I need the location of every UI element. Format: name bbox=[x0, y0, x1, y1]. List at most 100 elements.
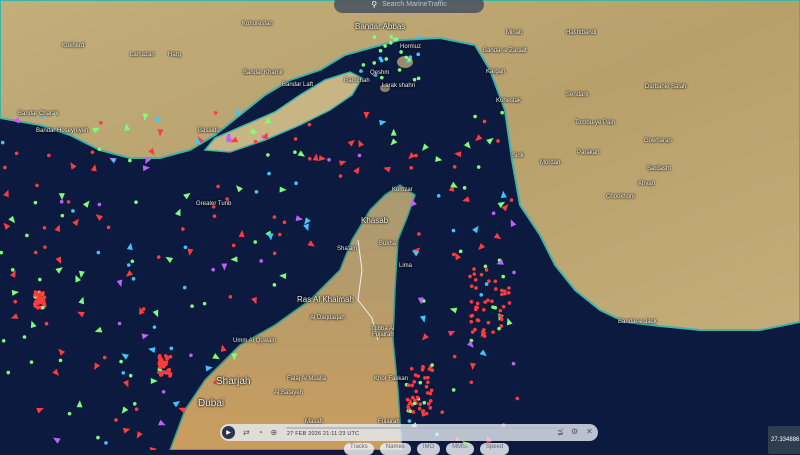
vessel-marker[interactable] bbox=[473, 327, 477, 332]
vessel-marker[interactable] bbox=[327, 157, 331, 162]
vessel-marker[interactable] bbox=[25, 233, 29, 238]
vessel-marker[interactable] bbox=[486, 320, 491, 325]
vessel-marker[interactable] bbox=[449, 307, 458, 314]
vessel-marker[interactable] bbox=[134, 407, 139, 412]
vessel-marker[interactable] bbox=[472, 267, 476, 271]
vessel-marker[interactable] bbox=[183, 245, 188, 250]
vessel-marker[interactable] bbox=[397, 68, 402, 72]
vessel-marker[interactable] bbox=[491, 305, 495, 309]
vessel-marker[interactable] bbox=[47, 153, 51, 158]
vessel-marker[interactable] bbox=[468, 274, 472, 279]
vessel-marker[interactable] bbox=[490, 299, 494, 304]
vessel-marker[interactable] bbox=[36, 296, 40, 301]
vessel-marker[interactable] bbox=[501, 274, 506, 279]
locate-icon[interactable]: ⊕ bbox=[270, 428, 278, 437]
vessel-marker[interactable] bbox=[479, 349, 487, 357]
vessel-marker[interactable] bbox=[428, 391, 433, 396]
vessel-marker[interactable] bbox=[157, 353, 162, 358]
vessel-marker[interactable] bbox=[254, 190, 259, 194]
vessel-marker[interactable] bbox=[117, 321, 122, 326]
vessel-marker[interactable] bbox=[312, 153, 319, 161]
vessel-marker[interactable] bbox=[484, 282, 489, 286]
vessel-marker[interactable] bbox=[172, 400, 181, 408]
vessel-marker[interactable] bbox=[78, 270, 85, 279]
vessel-marker[interactable] bbox=[33, 250, 38, 255]
vessel-marker[interactable] bbox=[503, 291, 507, 296]
vessel-marker[interactable] bbox=[66, 200, 71, 204]
vessel-marker[interactable] bbox=[423, 376, 427, 380]
vessel-marker[interactable] bbox=[41, 291, 45, 295]
vessel-marker[interactable] bbox=[124, 123, 131, 131]
vessel-marker[interactable] bbox=[153, 115, 161, 123]
vessel-marker[interactable] bbox=[363, 111, 370, 119]
vessel-marker[interactable] bbox=[378, 48, 383, 53]
vessel-marker[interactable] bbox=[141, 307, 146, 311]
vessel-marker[interactable] bbox=[158, 373, 163, 377]
vessel-marker[interactable] bbox=[372, 61, 377, 65]
vessel-marker[interactable] bbox=[424, 384, 429, 389]
vessel-marker[interactable] bbox=[181, 227, 185, 231]
vessel-marker[interactable] bbox=[53, 437, 61, 444]
vessel-marker[interactable] bbox=[272, 283, 277, 287]
vessel-marker[interactable] bbox=[152, 325, 157, 329]
vessel-marker[interactable] bbox=[307, 240, 315, 247]
vessel-marker[interactable] bbox=[128, 373, 133, 378]
vessel-marker[interactable] bbox=[405, 397, 410, 402]
vessel-marker[interactable] bbox=[418, 402, 423, 407]
vessel-marker[interactable] bbox=[35, 293, 40, 297]
vessel-marker[interactable] bbox=[426, 402, 431, 406]
vessel-marker[interactable] bbox=[498, 308, 503, 313]
vessel-marker[interactable] bbox=[102, 355, 107, 360]
vessel-marker[interactable] bbox=[407, 419, 412, 423]
vessel-marker[interactable] bbox=[390, 138, 398, 146]
vessel-marker[interactable] bbox=[436, 193, 441, 198]
vessel-marker[interactable] bbox=[114, 418, 118, 422]
vessel-marker[interactable] bbox=[486, 137, 494, 145]
vessel-marker[interactable] bbox=[264, 117, 272, 125]
vessel-marker[interactable] bbox=[486, 298, 490, 303]
gear-icon[interactable]: ⚙ bbox=[571, 427, 579, 436]
vessel-marker[interactable] bbox=[413, 398, 417, 403]
vessel-marker[interactable] bbox=[294, 181, 298, 186]
vessel-marker[interactable] bbox=[58, 348, 66, 356]
vessel-marker[interactable] bbox=[470, 362, 477, 371]
vessel-marker[interactable] bbox=[58, 193, 65, 201]
vessel-marker[interactable] bbox=[475, 301, 480, 306]
vessel-marker[interactable] bbox=[150, 377, 158, 384]
vessel-marker[interactable] bbox=[227, 133, 231, 138]
vessel-marker[interactable] bbox=[67, 411, 72, 416]
vessel-marker[interactable] bbox=[493, 279, 498, 284]
vessel-marker[interactable] bbox=[121, 406, 129, 414]
vessel-marker[interactable] bbox=[148, 347, 156, 354]
vessel-marker[interactable] bbox=[116, 279, 123, 288]
vessel-marker[interactable] bbox=[412, 77, 417, 82]
vessel-marker[interactable] bbox=[470, 330, 475, 334]
vessel-marker[interactable] bbox=[452, 354, 457, 359]
vessel-marker[interactable] bbox=[98, 120, 103, 125]
vessel-marker[interactable] bbox=[440, 410, 445, 415]
vessel-marker[interactable] bbox=[42, 225, 47, 230]
chip-tracks[interactable]: Tracks bbox=[344, 443, 374, 455]
share-icon[interactable]: ⪵ bbox=[557, 427, 564, 436]
vessel-marker[interactable] bbox=[473, 114, 477, 119]
search-bar[interactable]: ⚲ Search MarineTraffic bbox=[334, 0, 484, 13]
vessel-marker[interactable] bbox=[136, 431, 143, 439]
vessel-marker[interactable] bbox=[473, 307, 478, 312]
vessel-marker[interactable] bbox=[410, 395, 415, 400]
vessel-marker[interactable] bbox=[58, 358, 63, 363]
vessel-marker[interactable] bbox=[475, 318, 480, 322]
vessel-marker[interactable] bbox=[211, 267, 215, 272]
vessel-marker[interactable] bbox=[12, 117, 20, 124]
vessel-marker[interactable] bbox=[454, 151, 462, 158]
vessel-marker[interactable] bbox=[474, 286, 478, 290]
vessel-marker[interactable] bbox=[466, 340, 474, 348]
vessel-marker[interactable] bbox=[419, 315, 426, 323]
vessel-marker[interactable] bbox=[482, 334, 487, 338]
vessel-marker[interactable] bbox=[33, 290, 38, 294]
vessel-marker[interactable] bbox=[125, 269, 134, 277]
vessel-marker[interactable] bbox=[157, 370, 161, 375]
vessel-marker[interactable] bbox=[30, 320, 37, 329]
vessel-marker[interactable] bbox=[277, 232, 282, 237]
vessel-marker[interactable] bbox=[190, 304, 194, 308]
